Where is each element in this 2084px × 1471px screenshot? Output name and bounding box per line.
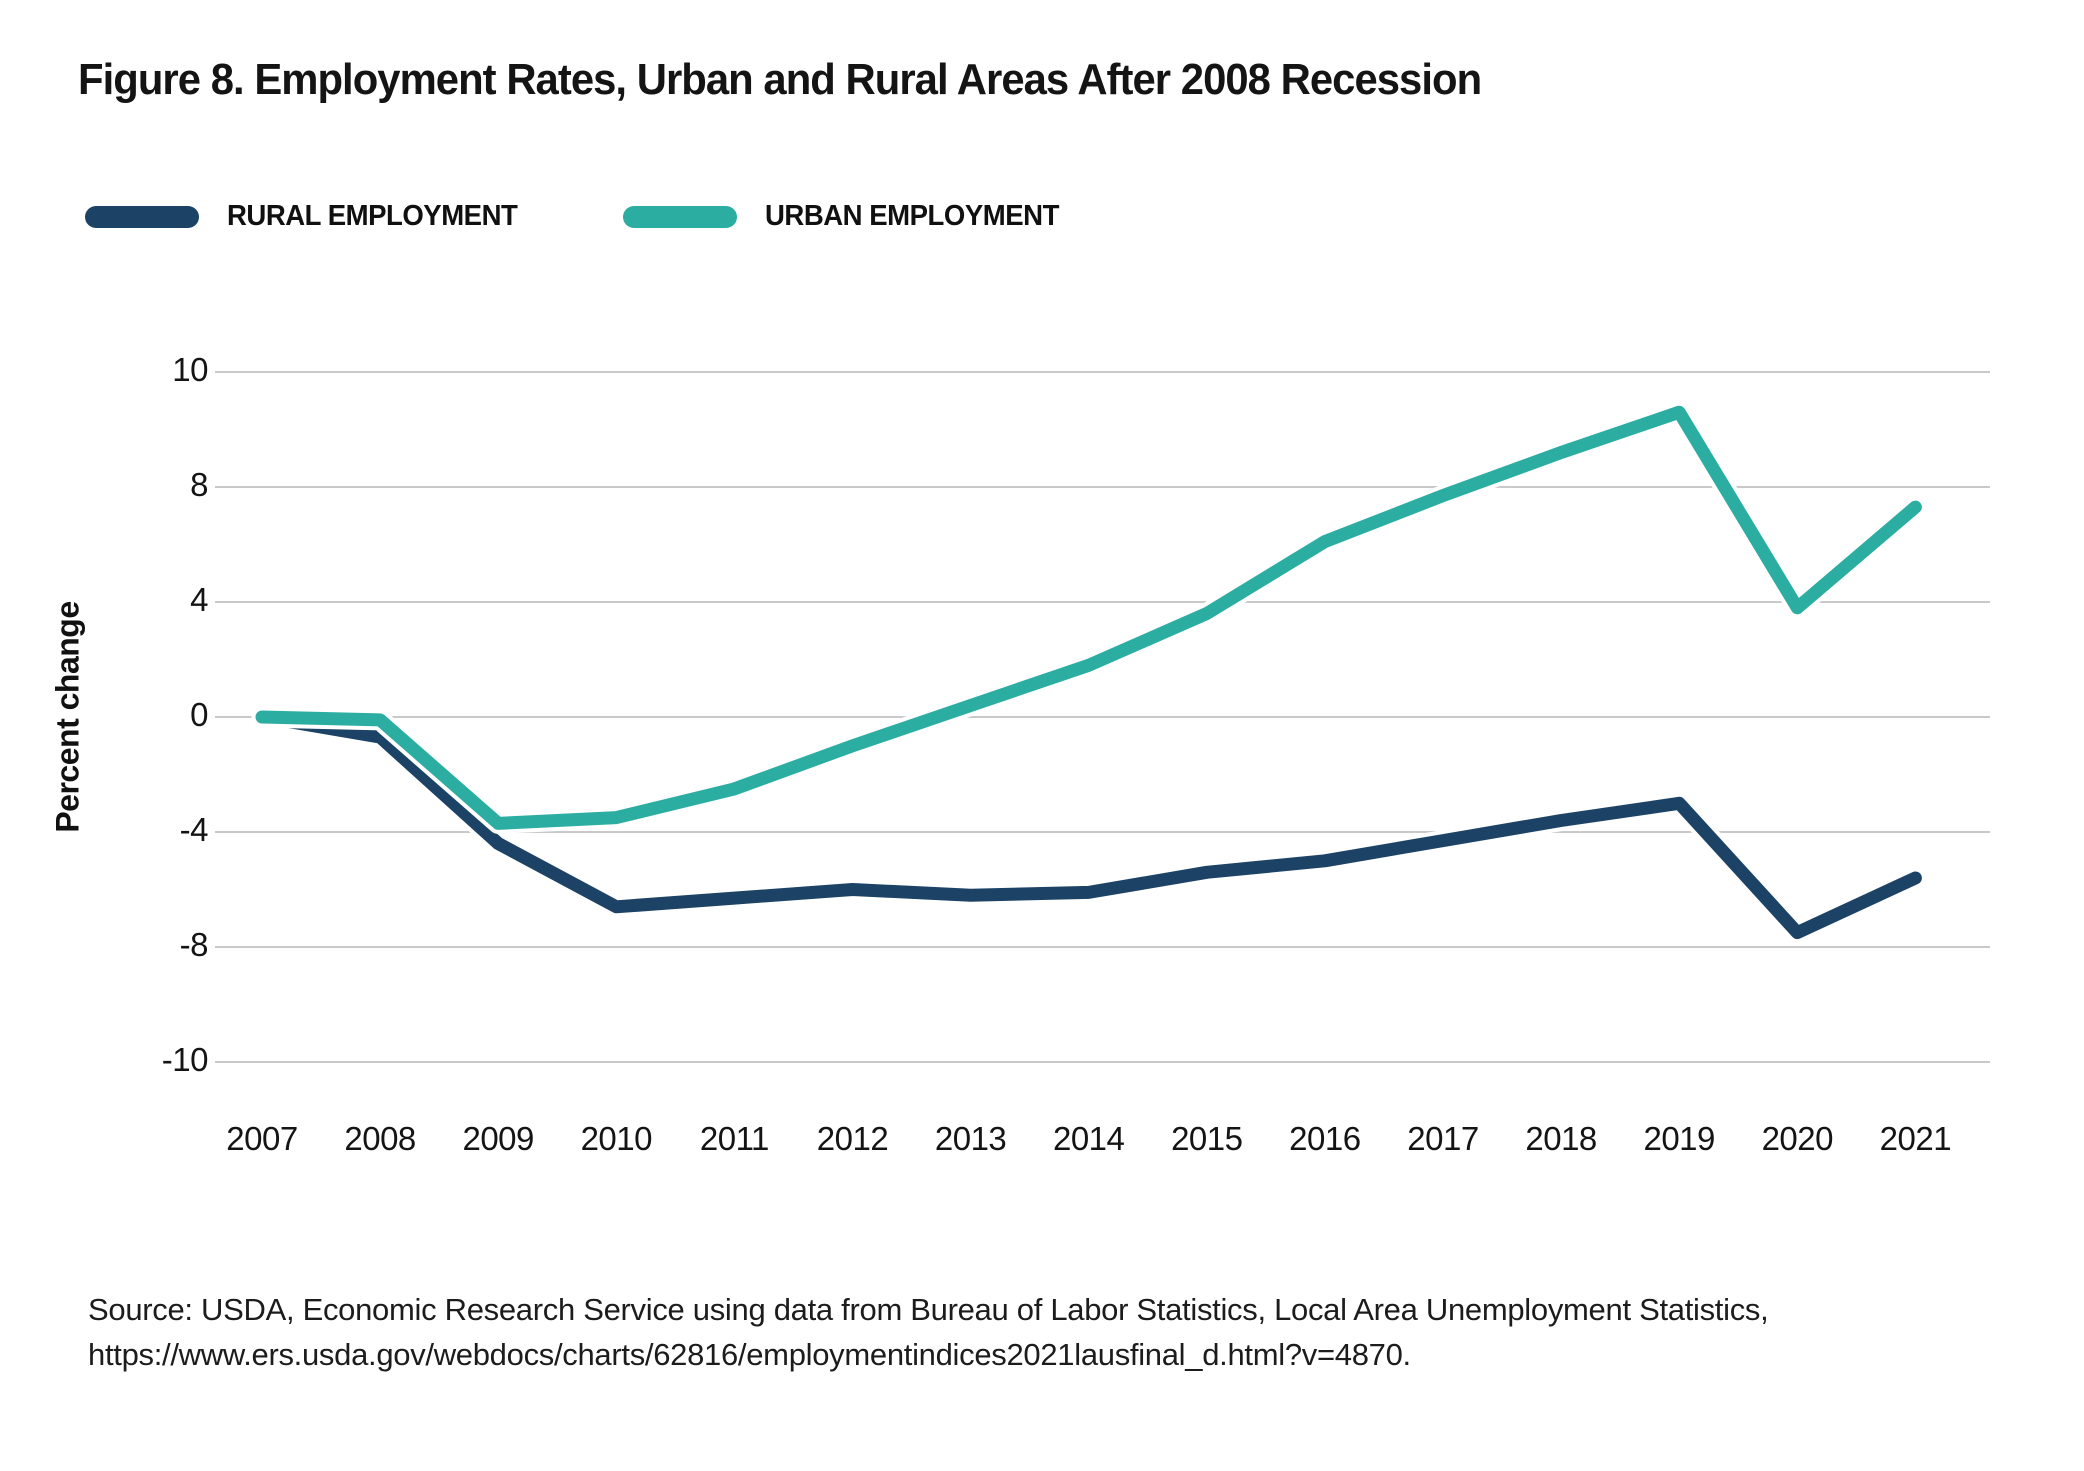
x-tick-2020: 2020 <box>1761 1120 1834 1157</box>
legend-item-rural: RURAL EMPLOYMENT <box>85 200 533 233</box>
x-tick-2011: 2011 <box>699 1120 769 1157</box>
x-tick-2010: 2010 <box>580 1120 653 1157</box>
figure-title: Figure 8. Employment Rates, Urban and Ru… <box>78 55 1482 104</box>
y-tick--10: -10 <box>161 1041 209 1078</box>
x-tick-2012: 2012 <box>816 1120 889 1157</box>
y-tick-4: 4 <box>190 581 208 618</box>
source-line-2: https://www.ers.usda.gov/webdocs/charts/… <box>88 1336 1411 1372</box>
x-tick-2021: 2021 <box>1879 1120 1952 1157</box>
y-tick-8: 8 <box>190 466 208 503</box>
urban-employment-line <box>255 405 1922 830</box>
urban-legend-swatch-icon <box>622 205 737 228</box>
x-tick-2018: 2018 <box>1525 1120 1597 1157</box>
legend-item-urban: URBAN EMPLOYMENT <box>622 200 1074 233</box>
legend: RURAL EMPLOYMENT URBAN EMPLOYMENT <box>85 200 1074 233</box>
urban-employment-line-casing <box>251 401 1926 834</box>
rural-employment-line <box>255 710 1922 940</box>
rural-legend-label: RURAL EMPLOYMENT <box>227 200 518 232</box>
x-tick-2016: 2016 <box>1289 1120 1361 1157</box>
y-tick--4: -4 <box>179 811 209 848</box>
x-tick-2007: 2007 <box>226 1120 298 1157</box>
x-tick-2019: 2019 <box>1643 1120 1715 1157</box>
x-tick-2015: 2015 <box>1171 1120 1243 1157</box>
x-tick-2013: 2013 <box>934 1120 1007 1157</box>
y-tick-0: 0 <box>190 696 208 733</box>
urban-legend-label: URBAN EMPLOYMENT <box>764 200 1059 232</box>
x-tick-2017: 2017 <box>1407 1120 1479 1157</box>
source-note: Source: USDA, Economic Research Service … <box>88 1288 1769 1378</box>
source-line-1: Source: USDA, Economic Research Service … <box>88 1292 1769 1327</box>
x-tick-2014: 2014 <box>1052 1120 1125 1157</box>
x-tick-2008: 2008 <box>344 1120 416 1157</box>
rural-legend-swatch-icon <box>85 205 199 228</box>
y-tick-10: 10 <box>172 351 208 388</box>
y-tick--8: -8 <box>179 926 209 963</box>
x-tick-2009: 2009 <box>462 1120 534 1157</box>
